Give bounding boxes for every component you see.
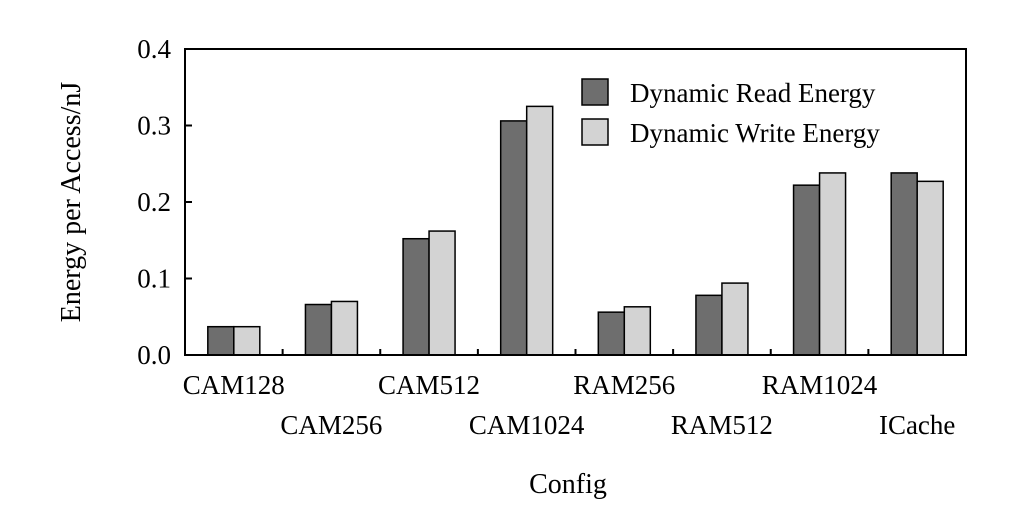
plot-frame [184, 48, 967, 356]
x-category-label-ram1024: RAM1024 [762, 370, 878, 400]
bar-ram256-read [597, 311, 626, 356]
y-tick-label: 0.1 [137, 264, 171, 294]
y-ticks-group: 0.0 0.1 0.2 0.3 0.4 [137, 34, 192, 370]
y-axis-title: Energy per Access/nJ [56, 82, 87, 323]
bar-cam256-read [304, 303, 333, 356]
y-tick-label: 0.4 [137, 34, 171, 64]
legend-label-write: Dynamic Write Energy [630, 118, 880, 148]
bar-cam512-read [402, 237, 430, 356]
legend-label-read: Dynamic Read Energy [630, 78, 876, 108]
x-category-label-cam512: CAM512 [378, 370, 480, 400]
bar-icache-write [916, 180, 944, 356]
bars-group [207, 105, 944, 356]
legend-swatch-read [581, 78, 609, 106]
x-category-label-icache: ICache [879, 410, 955, 440]
y-tick-label: 0.0 [137, 340, 171, 370]
y-tick-label: 0.2 [137, 187, 171, 217]
x-category-label-cam256: CAM256 [280, 410, 382, 440]
bar-cam128-write [233, 325, 261, 356]
category-labels-group: CAM128 CAM256 CAM512 CAM1024 RAM256 RAM512 RAM… [183, 370, 956, 440]
y-tick-label: 0.3 [137, 111, 171, 141]
x-category-label-ram512: RAM512 [671, 410, 773, 440]
bar-cam256-write [330, 300, 359, 356]
bar-cam512-write [428, 230, 456, 356]
x-category-label-ram256: RAM256 [573, 370, 675, 400]
bar-ram1024-read [792, 184, 821, 356]
x-axis-title: Config [529, 469, 607, 500]
bar-cam1024-read [499, 120, 528, 356]
bar-ram1024-write [818, 172, 847, 356]
bar-ram256-write [623, 306, 652, 356]
x-category-label-cam128: CAM128 [183, 370, 285, 400]
x-category-label-cam1024: CAM1024 [469, 410, 585, 440]
legend-swatch-write [581, 118, 609, 146]
bar-cam128-read [207, 325, 235, 356]
bar-ram512-read [695, 294, 723, 356]
bar-ram512-write [721, 282, 749, 356]
bar-cam1024-write [525, 105, 554, 356]
bar-icache-read [890, 172, 918, 356]
legend: Dynamic Read Energy Dynamic Write Energy [581, 78, 880, 148]
